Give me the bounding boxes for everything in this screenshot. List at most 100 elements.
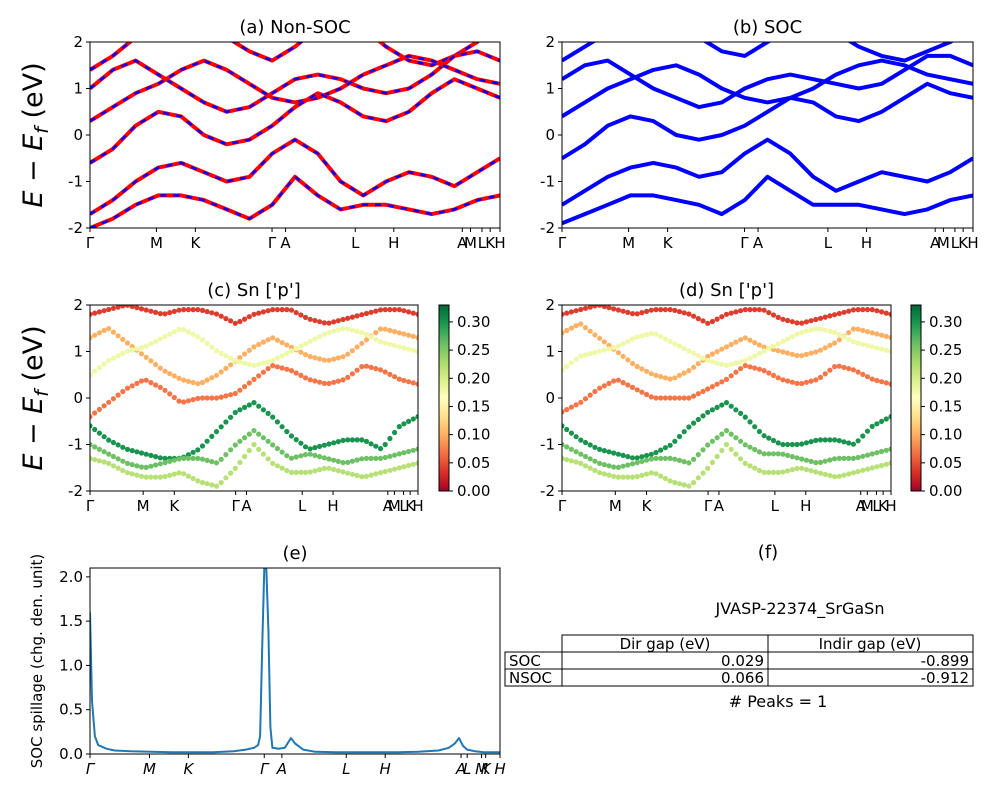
- band-point: [90, 441, 93, 448]
- band-point: [368, 455, 374, 461]
- band-line: [562, 137, 973, 207]
- band-point: [340, 437, 346, 443]
- band-point: [662, 445, 669, 451]
- band-point: [634, 455, 640, 461]
- band-point: [321, 442, 327, 448]
- band-point: [242, 435, 248, 441]
- band-point: [377, 446, 384, 452]
- band-point: [171, 329, 177, 335]
- colorbar-tick-label: 0.30: [457, 313, 490, 331]
- band-point: [209, 344, 215, 350]
- x-tick-label: K: [405, 497, 416, 515]
- band-point: [96, 309, 102, 315]
- band-point: [582, 463, 589, 469]
- band-point: [813, 460, 819, 466]
- band-point: [625, 357, 631, 363]
- band-point: [836, 331, 842, 338]
- band-point: [742, 442, 748, 448]
- colorbar-tick-label: 0.10: [929, 426, 962, 444]
- band-point: [124, 460, 131, 466]
- band-point: [199, 443, 206, 449]
- band-point: [317, 319, 323, 325]
- band-point: [162, 311, 168, 317]
- band-point: [827, 367, 833, 373]
- band-point: [836, 363, 842, 369]
- x-tick-label: Γ: [86, 497, 95, 515]
- band-point: [695, 475, 701, 481]
- band-point: [883, 333, 889, 339]
- band-point: [653, 449, 659, 456]
- band-point: [396, 465, 402, 471]
- band-point: [363, 310, 370, 317]
- band-point: [822, 345, 828, 351]
- band-point: [874, 331, 880, 337]
- band-point: [686, 368, 692, 374]
- plot-content: [90, 42, 500, 228]
- band-point: [592, 305, 598, 309]
- band-point: [738, 337, 744, 343]
- x-tick-label: H: [327, 497, 338, 515]
- band-point: [317, 334, 323, 340]
- band-point: [251, 362, 257, 368]
- colorbar-tick-label: 0.00: [457, 482, 490, 500]
- band-point: [808, 318, 814, 324]
- band-line-dashed: [90, 175, 500, 228]
- x-tick-label: H: [967, 234, 978, 252]
- band-point: [573, 323, 579, 329]
- band-point: [237, 355, 243, 361]
- band-point: [368, 334, 374, 340]
- band-point: [850, 441, 857, 447]
- band-point: [199, 337, 206, 343]
- band-point: [606, 463, 612, 469]
- band-point: [101, 361, 107, 367]
- band-point: [190, 307, 196, 313]
- band-point: [340, 460, 346, 466]
- band-point: [120, 444, 126, 450]
- band-point: [879, 332, 885, 338]
- band-point: [185, 329, 191, 335]
- band-point: [138, 464, 145, 470]
- band-point: [307, 451, 313, 457]
- band-point: [213, 348, 220, 354]
- band-point: [110, 439, 116, 446]
- band-point: [733, 339, 739, 345]
- x-tick-label: A: [276, 760, 287, 778]
- band-point: [171, 394, 177, 401]
- band-point: [232, 442, 238, 448]
- x-tick-label: H: [380, 760, 391, 778]
- band-point: [714, 453, 720, 460]
- band-point: [106, 326, 112, 332]
- band-point: [251, 400, 257, 406]
- band-point: [363, 331, 370, 338]
- band-point: [377, 367, 384, 373]
- band-point: [129, 305, 135, 310]
- band-point: [270, 363, 276, 369]
- band-point: [629, 360, 636, 367]
- y-tick-label: -2: [540, 219, 555, 237]
- band-point: [620, 463, 626, 469]
- band-point: [148, 358, 154, 364]
- band-point: [406, 332, 412, 338]
- band-point: [270, 357, 276, 364]
- plot-content: [90, 568, 500, 754]
- band-point: [406, 418, 412, 424]
- band-point: [171, 471, 177, 477]
- band-point: [639, 366, 645, 372]
- band-point: [799, 320, 805, 326]
- band-point: [110, 463, 116, 469]
- band-point: [615, 464, 622, 470]
- band-point: [199, 395, 206, 401]
- band-point: [143, 307, 149, 313]
- band-point: [761, 433, 767, 439]
- band-point: [874, 345, 880, 351]
- band-point: [171, 373, 177, 379]
- band-point: [770, 312, 777, 318]
- band-point: [373, 308, 379, 314]
- band-point: [850, 307, 857, 313]
- band-point: [321, 455, 327, 461]
- band-point: [629, 461, 636, 467]
- band-point: [256, 310, 262, 316]
- x-tick-label: K: [190, 234, 201, 252]
- band-point: [578, 451, 584, 457]
- colorbar-tick-label: 0.00: [929, 482, 962, 500]
